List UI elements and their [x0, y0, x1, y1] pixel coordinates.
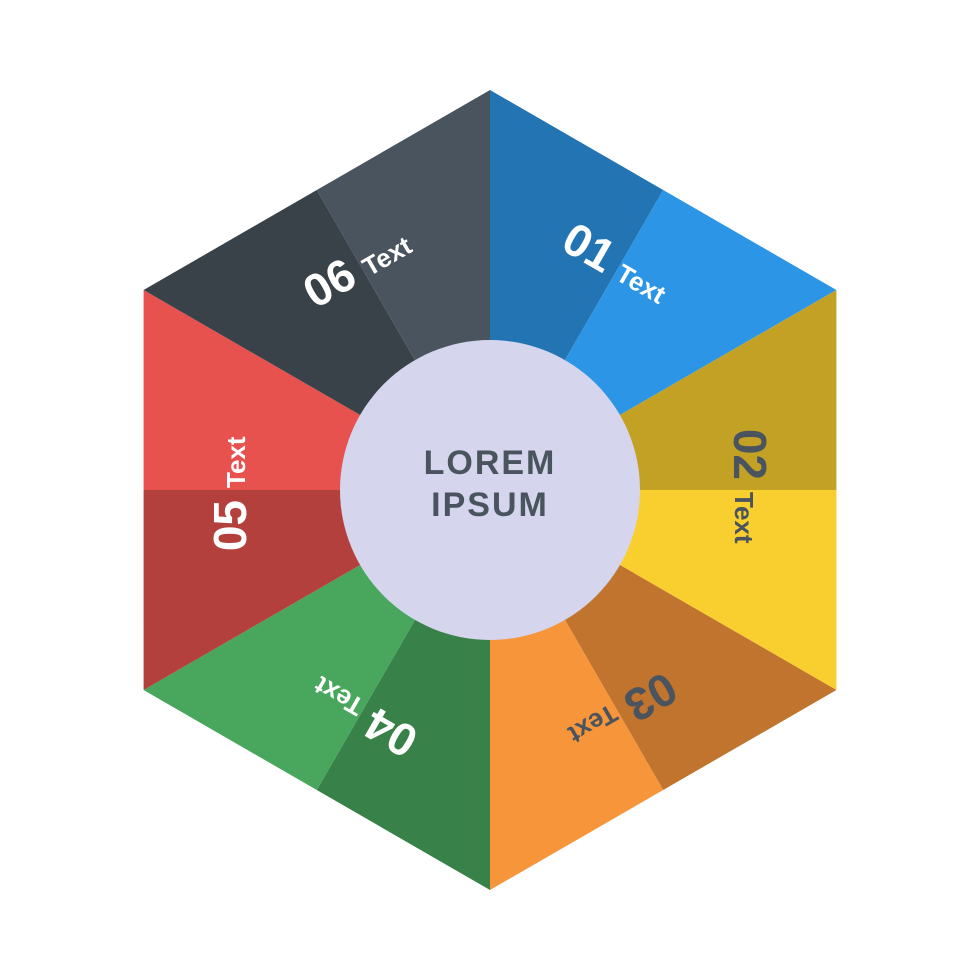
center-title-line2: IPSUM — [431, 486, 549, 524]
center-circle: LOREM IPSUM — [340, 340, 640, 640]
segment-text: Text — [729, 492, 759, 544]
center-title-line1: LOREM — [424, 444, 557, 482]
segment-text: Text — [221, 436, 251, 488]
hexagon-infographic: 01Text02Text03Text04Text05Text06TextLORE… — [0, 0, 980, 980]
segment-number: 02 — [724, 429, 776, 480]
segment-number: 05 — [204, 500, 256, 551]
